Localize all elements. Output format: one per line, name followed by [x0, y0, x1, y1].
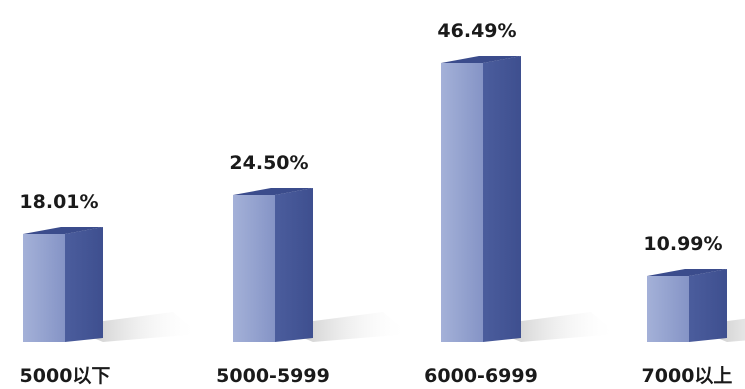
bar-top-face: [647, 269, 727, 277]
bar-side-face: [65, 226, 103, 342]
bar: [233, 188, 313, 342]
bar: [647, 269, 727, 342]
bar-front-face: [647, 276, 689, 342]
bar: [23, 226, 103, 342]
x-tick-label: 7000以上: [642, 365, 733, 387]
data-label: 10.99%: [643, 233, 722, 255]
x-tick-label: 5000以下: [20, 365, 111, 387]
x-tick-label: 5000-5999: [216, 365, 330, 387]
bar-front-face: [23, 233, 65, 342]
x-tick-label: 6000-6999: [424, 365, 538, 387]
bar-side-face: [275, 188, 313, 342]
bar-front-face: [441, 63, 483, 343]
bar-top-face: [441, 56, 521, 64]
bar-side-face: [483, 56, 521, 343]
bar-side-face: [689, 269, 727, 342]
bar-front-face: [233, 195, 275, 342]
bar-top-face: [23, 226, 103, 234]
bar-top-face: [233, 188, 313, 195]
data-label: 46.49%: [437, 20, 516, 42]
data-label: 24.50%: [229, 152, 308, 174]
data-label: 18.01%: [19, 191, 98, 213]
bar: [441, 56, 521, 343]
